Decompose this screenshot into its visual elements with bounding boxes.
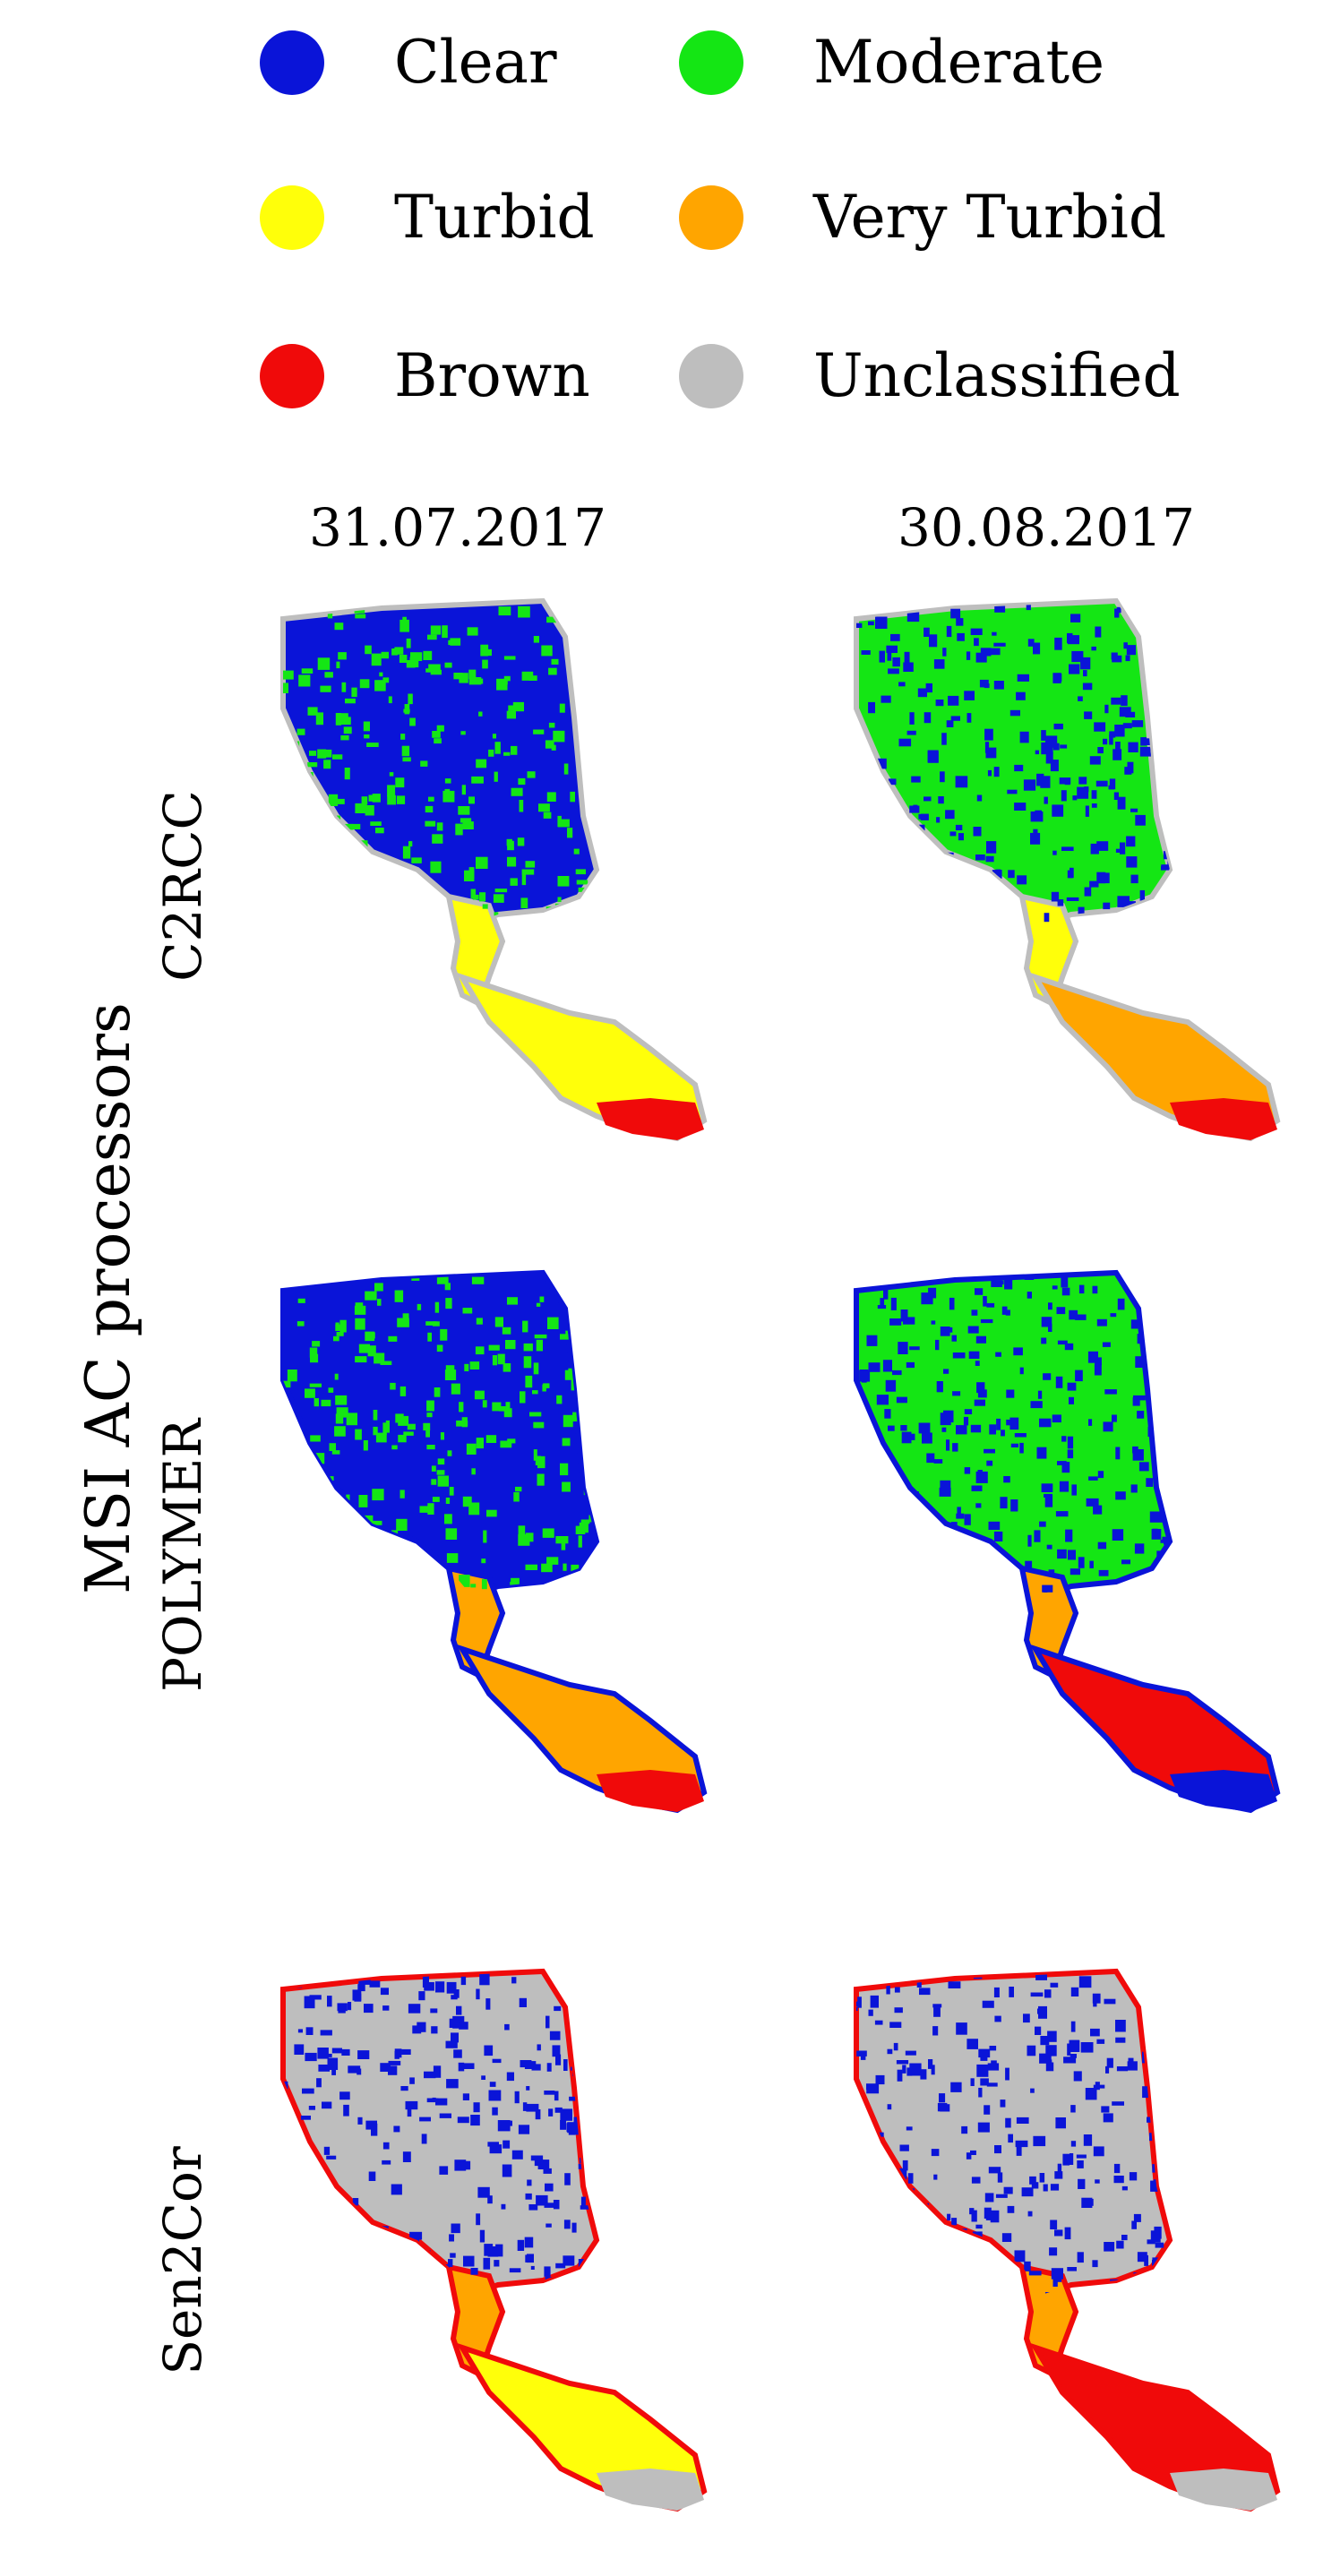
legend-item-turbid: Turbid [260, 168, 595, 267]
lake-north-basin [854, 597, 1173, 927]
lake-map-svg [280, 597, 708, 1142]
legend-label-unclassified: Unclassified [813, 341, 1181, 410]
legend-item-clear: Clear [260, 13, 557, 112]
lake-south-tip [597, 1770, 704, 1812]
map-polymer-left [242, 1267, 743, 1814]
lake-map-svg [854, 1968, 1281, 2512]
lake-south-tip [1170, 1098, 1277, 1140]
map-sen2cor-left [242, 1966, 743, 2512]
row-label-c2rcc: C2RCC [152, 790, 213, 982]
row-label-sen2cor: Sen2Cor [152, 2146, 213, 2375]
axis-title: MSI AC processors [73, 1002, 144, 1594]
map-polymer-right [815, 1267, 1317, 1814]
lake-map-svg [854, 597, 1281, 1142]
map-c2rcc-right [815, 596, 1317, 1142]
legend-swatch-brown [260, 344, 324, 408]
lake-south-tip [1170, 2469, 1277, 2511]
lake-map-svg [854, 1269, 1281, 1814]
legend-swatch-clear [260, 30, 324, 95]
date-label-left: 31.07.2017 [309, 497, 607, 558]
lake-south-tip [597, 1098, 704, 1140]
date-label-right: 30.08.2017 [898, 497, 1196, 558]
legend-item-unclassified: Unclassified [679, 327, 1181, 425]
row-label-polymer: POLYMER [152, 1418, 213, 1692]
legend-item-very-turbid: Very Turbid [679, 168, 1166, 267]
legend-item-brown: Brown [260, 327, 590, 425]
map-c2rcc-left [242, 596, 743, 1142]
map-sen2cor-right [815, 1966, 1317, 2512]
legend-label-clear: Clear [394, 28, 557, 97]
legend-item-moderate: Moderate [679, 13, 1104, 112]
lake-map-svg [280, 1968, 708, 2512]
lake-map-svg [280, 1269, 708, 1814]
lake-south-tip [1170, 1770, 1277, 1812]
legend-label-moderate: Moderate [813, 28, 1105, 97]
legend-swatch-very-turbid [679, 185, 743, 250]
legend-label-turbid: Turbid [394, 183, 595, 252]
legend-label-very-turbid: Very Turbid [813, 183, 1167, 252]
legend-swatch-turbid [260, 185, 324, 250]
legend-swatch-moderate [679, 30, 743, 95]
lake-south-tip [597, 2469, 704, 2511]
legend-label-brown: Brown [394, 341, 590, 410]
legend-swatch-unclassified [679, 344, 743, 408]
